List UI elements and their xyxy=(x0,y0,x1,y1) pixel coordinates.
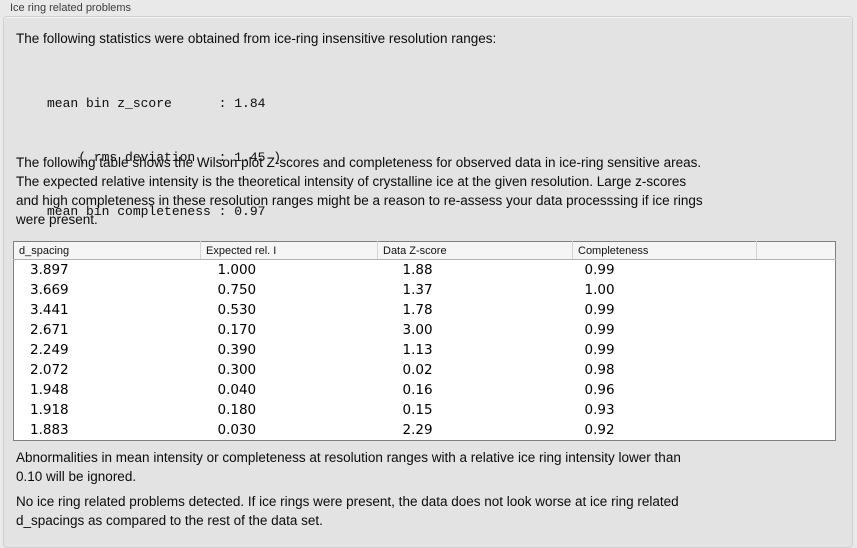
table-cell: 1.37 xyxy=(402,282,433,298)
table-cell: 0.300 xyxy=(217,362,257,378)
column-header-data-z-score[interactable]: Data Z-score xyxy=(377,241,573,260)
stats-line: mean bin completeness : 0.97 xyxy=(47,204,266,219)
column-header-expected-rel-i[interactable]: Expected rel. I xyxy=(200,241,378,260)
table-cell-empty xyxy=(757,280,836,300)
ignore-note-line: Abnormalities in mean intensity or compl… xyxy=(16,450,681,465)
table-cell: 3.441 xyxy=(30,302,69,318)
table-cell: 0.170 xyxy=(217,322,257,338)
table-cell: 0.99 xyxy=(584,342,615,358)
conclusion-text: No ice ring related problems detected. I… xyxy=(16,492,679,530)
ice-ring-group-box: The following statistics were obtained f… xyxy=(3,16,853,548)
intro-line: The following statistics were obtained f… xyxy=(16,31,497,46)
table-cell: 0.96 xyxy=(584,382,615,398)
stats-line: ( rms deviation : 1.45 ) xyxy=(47,150,282,165)
table-cell: 0.99 xyxy=(584,262,615,278)
table-cell-empty xyxy=(757,320,836,340)
table-cell: 1.000 xyxy=(217,262,257,278)
table-cell: 1.948 xyxy=(30,382,69,398)
conclusion-line: No ice ring related problems detected. I… xyxy=(16,494,679,509)
table-cell: 0.040 xyxy=(217,382,257,398)
description-line: and high completeness in these resolutio… xyxy=(16,193,703,208)
table-cell-empty xyxy=(757,380,836,400)
table-row[interactable]: 3.669 0.750 1.37 1.00 xyxy=(14,280,836,300)
table-cell: 0.180 xyxy=(217,402,257,418)
table-row[interactable]: 2.072 0.300 0.02 0.98 xyxy=(14,360,836,380)
table-cell: 0.99 xyxy=(584,302,615,318)
table-row[interactable]: 1.883 0.030 2.29 0.92 xyxy=(14,420,836,441)
table-cell: 0.99 xyxy=(584,322,615,338)
table-cell: 0.16 xyxy=(402,382,433,398)
table-cell: 1.00 xyxy=(584,282,615,298)
table-row[interactable]: 3.441 0.530 1.78 0.99 xyxy=(14,300,836,320)
intro-text: The following statistics were obtained f… xyxy=(16,29,496,48)
table-cell-empty xyxy=(757,300,836,320)
table-cell-empty xyxy=(757,360,836,380)
table-row[interactable]: 1.918 0.180 0.15 0.93 xyxy=(14,400,836,420)
table-description: The following table shows the Wilson plo… xyxy=(16,153,703,229)
column-header-empty xyxy=(756,241,836,260)
table-cell: 2.29 xyxy=(402,422,433,438)
table-cell: 1.88 xyxy=(402,262,433,278)
ice-ring-table[interactable]: d_spacing Expected rel. I Data Z-score C… xyxy=(13,241,836,441)
column-header-d-spacing[interactable]: d_spacing xyxy=(13,241,201,260)
table-cell: 0.98 xyxy=(584,362,615,378)
table-row[interactable]: 1.948 0.040 0.16 0.96 xyxy=(14,380,836,400)
ignore-note: Abnormalities in mean intensity or compl… xyxy=(16,448,681,486)
table-cell: 1.13 xyxy=(402,342,433,358)
panel-title: Ice ring related problems xyxy=(10,2,132,14)
column-header-completeness[interactable]: Completeness xyxy=(572,241,757,260)
stats-line: mean bin z_score : 1.84 xyxy=(47,96,266,111)
table-cell-empty xyxy=(757,260,836,281)
description-line: The expected relative intensity is the t… xyxy=(16,174,687,189)
table-body: 3.897 1.000 1.88 0.99 3.669 0.750 1.37 1.00 3.44… xyxy=(14,260,836,441)
description-line: The following table shows the Wilson plo… xyxy=(16,155,702,170)
table-cell: 3.669 xyxy=(30,282,69,298)
table-cell: 1.78 xyxy=(402,302,433,318)
table-header-row: d_spacing Expected rel. I Data Z-score C… xyxy=(13,241,836,260)
table-cell: 3.897 xyxy=(30,262,69,278)
table-cell: 0.92 xyxy=(584,422,615,438)
ignore-note-line: 0.10 will be ignored. xyxy=(16,469,137,484)
table-cell: 0.530 xyxy=(217,302,257,318)
table-cell: 2.249 xyxy=(30,342,69,358)
table-cell: 1.918 xyxy=(30,402,69,418)
table-cell: 0.390 xyxy=(217,342,257,358)
table-row[interactable]: 2.249 0.390 1.13 0.99 xyxy=(14,340,836,360)
table-cell: 1.883 xyxy=(30,422,69,438)
table-cell: 0.750 xyxy=(217,282,257,298)
table-cell-empty xyxy=(757,420,836,441)
table-row[interactable]: 2.671 0.170 3.00 0.99 xyxy=(14,320,836,340)
table-cell: 0.02 xyxy=(402,362,433,378)
table-cell: 0.030 xyxy=(217,422,257,438)
table-cell: 2.072 xyxy=(30,362,69,378)
table-cell: 2.671 xyxy=(30,322,69,338)
table-cell: 0.93 xyxy=(584,402,615,418)
description-line: were present. xyxy=(16,212,98,227)
table-cell-empty xyxy=(757,340,836,360)
table-cell-empty xyxy=(757,400,836,420)
conclusion-line: d_spacings as compared to the rest of th… xyxy=(16,513,323,528)
table-cell: 0.15 xyxy=(402,402,433,418)
table-cell: 3.00 xyxy=(402,322,433,338)
table-row[interactable]: 3.897 1.000 1.88 0.99 xyxy=(14,260,836,281)
